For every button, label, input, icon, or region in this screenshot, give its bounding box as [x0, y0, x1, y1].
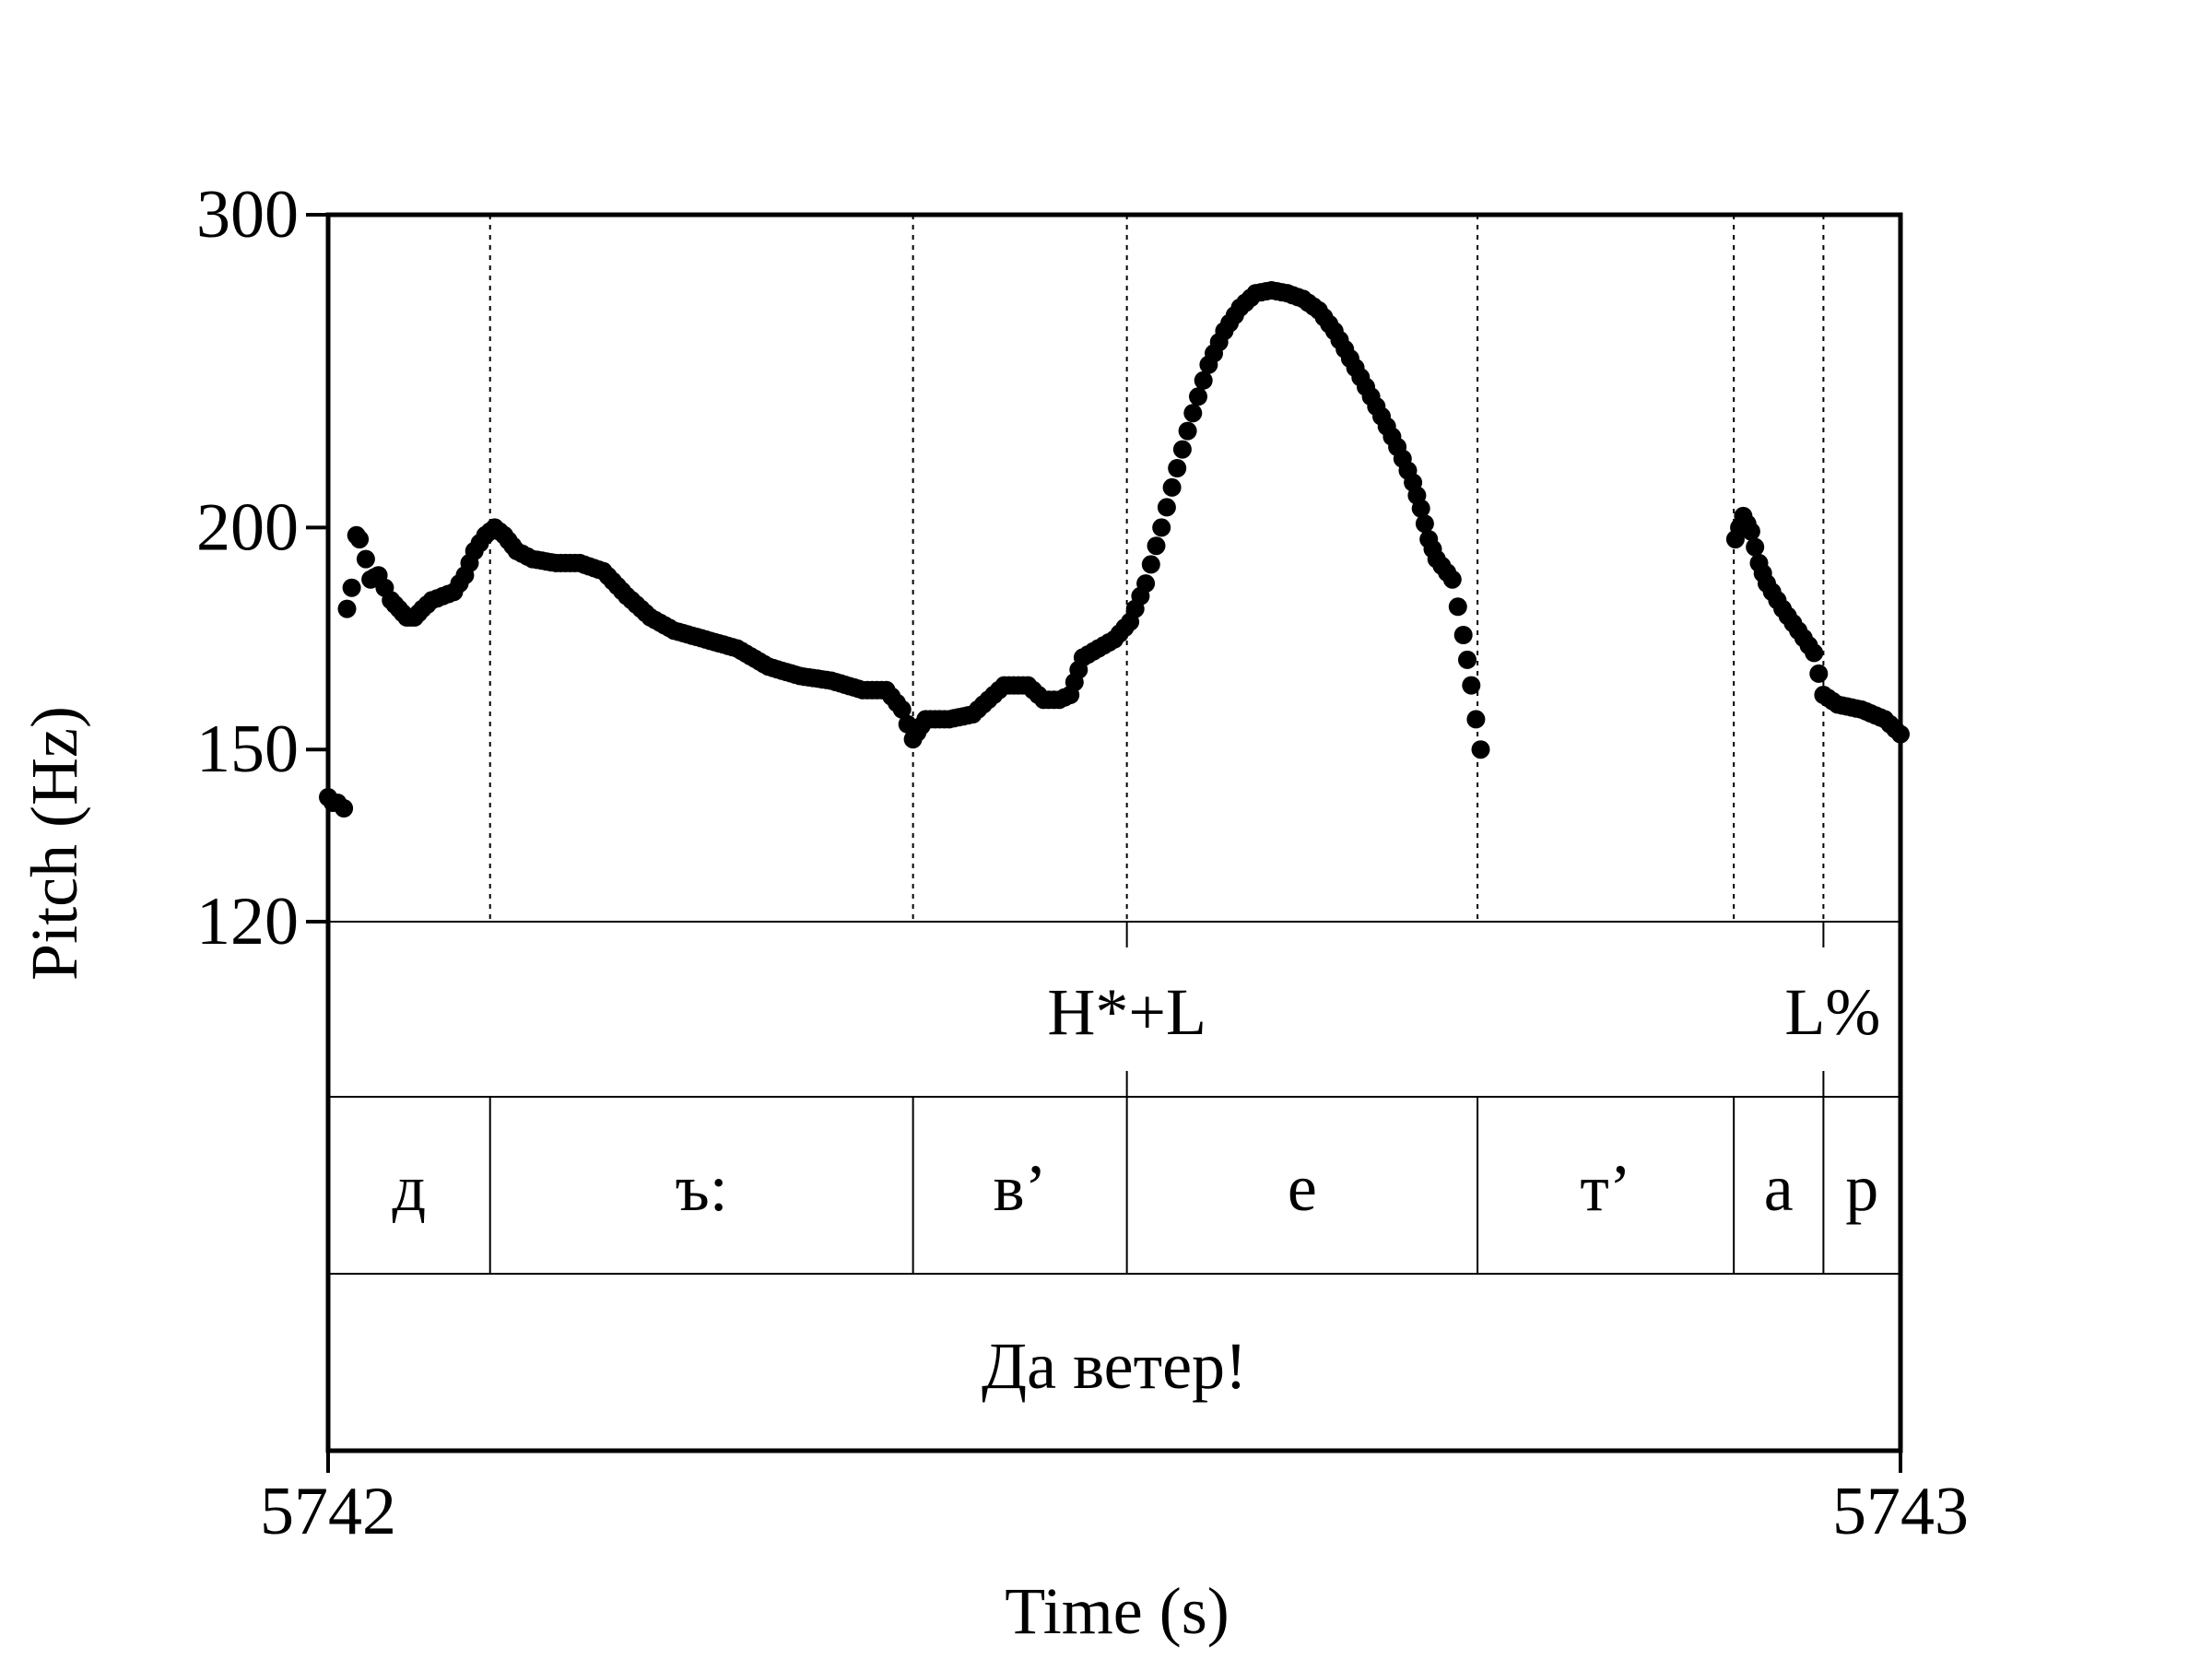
pitch-point-178	[1162, 477, 1182, 497]
x-axis-title: Time (s)	[1005, 1574, 1229, 1648]
pitch-point-9	[356, 549, 375, 569]
y-axis-title: Pitch (Hz)	[18, 706, 91, 981]
pitch-point-173	[1136, 574, 1156, 594]
pitch-point-235	[1453, 626, 1473, 644]
pitch-point-245	[1746, 537, 1765, 557]
pitch-point-6	[342, 578, 361, 597]
tone-label-1: H*+L	[1047, 975, 1206, 1049]
segment-label-1: д	[393, 1151, 427, 1225]
pitch-point-177	[1157, 498, 1176, 517]
pitch-point-184	[1194, 371, 1213, 390]
segment-label-5: т’	[1580, 1151, 1630, 1225]
pitch-point-239	[1471, 740, 1490, 759]
pitch-point-179	[1168, 459, 1187, 477]
phrase-label: Да ветер!	[982, 1329, 1247, 1403]
x-tick-label-1: 5742	[260, 1474, 396, 1549]
pitch-point-175	[1147, 536, 1166, 556]
pitch-point-258	[1809, 664, 1829, 683]
pitch-point-257	[1805, 643, 1824, 663]
axes: 300 200 150 120 5742 5743	[196, 177, 1969, 1549]
x-tick-label-2: 5743	[1832, 1474, 1969, 1549]
segment-label-2: ъ:	[676, 1151, 728, 1225]
boundary-lines	[488, 215, 1825, 922]
pitch-contour	[319, 281, 1910, 818]
pitch-point-227	[1415, 514, 1434, 534]
pitch-point-183	[1189, 387, 1207, 406]
pitch-point-5	[337, 599, 357, 618]
y-tick-label-2: 200	[196, 489, 299, 565]
pitch-point-181	[1178, 421, 1197, 441]
segment-label-7: р	[1845, 1151, 1878, 1225]
annotation-tiers: H*+L L% д ъ: в’ е т’ а р Да ветер!	[328, 921, 1900, 1403]
pitch-point-226	[1411, 499, 1430, 518]
y-tick-label-3: 150	[196, 712, 299, 787]
plot-frame	[325, 212, 1903, 1453]
tone-label-2: L%	[1784, 975, 1880, 1049]
segment-label-3: в’	[994, 1151, 1047, 1225]
pitch-point-237	[1462, 676, 1481, 695]
pitch-point-176	[1152, 518, 1171, 537]
pitch-point-180	[1172, 440, 1192, 459]
pitch-point-233	[1442, 570, 1462, 589]
y-tick-label-1: 300	[196, 177, 299, 253]
pitch-point-236	[1458, 650, 1477, 669]
pitch-point-234	[1448, 597, 1467, 617]
pitch-point-124	[892, 700, 912, 719]
y-tick-label-4: 120	[196, 884, 299, 959]
pitch-point-182	[1183, 404, 1203, 423]
pitch-point-244	[1741, 522, 1760, 541]
segment-label-6: а	[1764, 1151, 1794, 1225]
segment-label-4: е	[1288, 1151, 1317, 1225]
pitch-point-238	[1466, 710, 1486, 729]
pitch-point-4	[335, 799, 354, 818]
pitch-point-174	[1141, 555, 1160, 574]
pitch-point-8	[350, 530, 370, 549]
